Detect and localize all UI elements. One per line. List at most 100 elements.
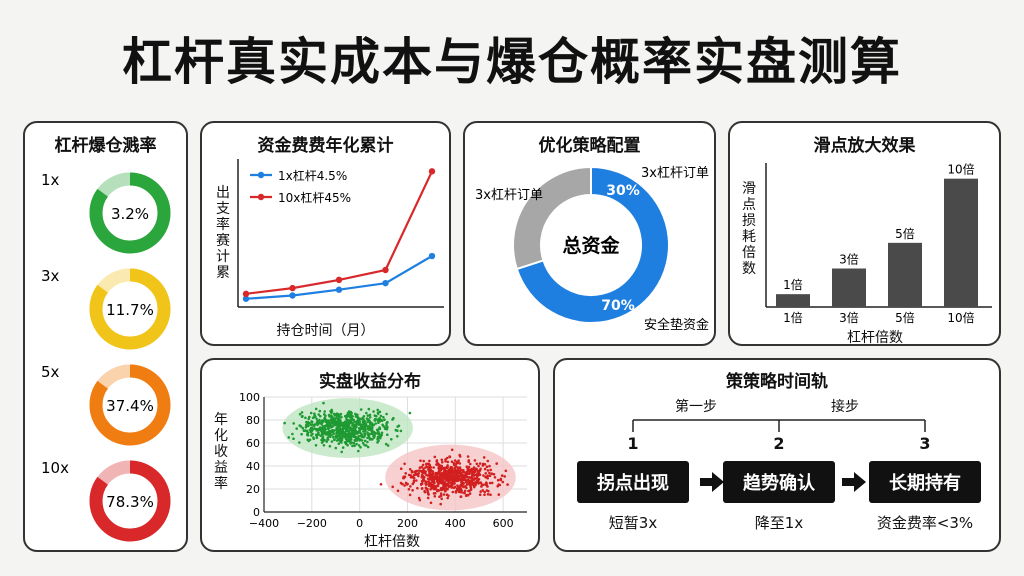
scatter-point	[466, 479, 469, 482]
scatter-point	[344, 421, 347, 424]
scatter-point	[450, 460, 454, 463]
scatter-point	[476, 477, 480, 481]
step-2-box: 趋势确认	[723, 461, 835, 503]
scatter-point	[482, 456, 486, 459]
scatter-point	[428, 471, 432, 474]
scatter-point	[424, 482, 427, 485]
scatter-point	[312, 436, 315, 439]
scatter-point	[315, 417, 318, 421]
series-point	[289, 292, 296, 299]
scatter-point	[441, 476, 444, 480]
scatter-point	[363, 443, 366, 447]
legend-marker	[257, 193, 265, 201]
scatter-point	[347, 419, 351, 422]
scatter-point	[339, 440, 342, 443]
scatter-point	[485, 465, 489, 468]
scatter-point	[438, 479, 442, 482]
scatter-point	[320, 423, 323, 426]
scatter-point	[460, 481, 463, 484]
scatter-point	[378, 427, 381, 430]
scatter-point	[490, 472, 494, 475]
scatter-point	[370, 432, 374, 436]
scatter-point	[486, 476, 490, 480]
scatter-point	[310, 420, 314, 424]
scatter-point	[347, 438, 351, 441]
scatter-point	[446, 464, 449, 467]
scatter-point	[428, 459, 431, 463]
scatter-point	[316, 420, 319, 423]
scatter-point	[446, 496, 449, 500]
scatter-point	[332, 421, 336, 425]
scatter-point	[311, 432, 314, 436]
slice-name-label: 3x杠杆订单	[475, 187, 543, 203]
scatter-point	[440, 481, 443, 485]
scatter-point	[368, 413, 372, 417]
scatter-point	[499, 478, 503, 482]
scatter-point	[322, 444, 326, 447]
scatter-point	[287, 436, 291, 439]
scatter-point	[356, 436, 360, 440]
scatter-point	[345, 423, 348, 426]
scatter-point	[408, 468, 412, 471]
scatter-point	[437, 482, 440, 485]
scatter-point	[483, 490, 487, 494]
scatter-point	[500, 474, 504, 477]
scatter-point	[327, 413, 331, 417]
scatter-point	[473, 459, 477, 462]
scatter-point	[475, 475, 479, 478]
scatter-point	[450, 474, 453, 478]
scatter-point	[441, 460, 444, 464]
scatter-point	[467, 476, 470, 479]
bar-category-label: 5倍	[895, 310, 915, 325]
x-tick-label: −200	[297, 517, 327, 530]
scatter-point	[380, 433, 383, 437]
scatter-point	[416, 472, 420, 476]
scatter-point	[309, 411, 313, 415]
scatter-point	[345, 418, 348, 421]
scatter-point	[312, 424, 316, 428]
scatter-point	[350, 429, 354, 433]
scatter-point	[362, 421, 366, 424]
scatter-point	[326, 436, 330, 439]
scatter-point	[478, 493, 482, 496]
scatter-point	[417, 496, 421, 500]
scatter-point	[447, 470, 451, 473]
scatter-point	[385, 423, 388, 427]
scatter-point	[465, 493, 469, 497]
liquidation-title: 杠杆爆仓溅率	[54, 136, 157, 156]
scatter-point	[375, 414, 378, 418]
scatter-point	[377, 439, 380, 443]
scatter-point	[345, 437, 348, 441]
scatter-point	[342, 423, 345, 426]
scatter-point	[374, 422, 377, 425]
scatter-point	[335, 412, 339, 415]
scatter-point	[329, 425, 332, 429]
scatter-point	[407, 473, 411, 477]
bar	[776, 294, 810, 307]
scatter-point	[304, 429, 308, 433]
scatter-point	[378, 417, 381, 420]
scatter-point	[356, 422, 359, 425]
scatter-point	[384, 442, 388, 446]
scatter-point	[396, 489, 400, 493]
scatter-point	[434, 492, 437, 495]
scatter-point	[419, 459, 422, 462]
scatter-point	[440, 458, 444, 462]
timeline-panel: 策策略时间轨 第一步 接步 1 2 3 拐点出现 趋势确认 长期持有 短暂3x …	[553, 358, 1001, 552]
scatter-point	[366, 418, 369, 421]
scatter-point	[486, 469, 490, 472]
scatter-point	[446, 483, 449, 487]
scatter-point	[295, 427, 298, 430]
scatter-point	[433, 481, 436, 485]
scatter-point	[442, 493, 446, 496]
scatter-point	[485, 481, 488, 484]
scatter-point	[351, 427, 354, 431]
scatter-point	[299, 425, 303, 428]
bar	[832, 268, 866, 307]
scatter-point	[477, 482, 480, 485]
scatter-point	[392, 416, 395, 420]
scatter-point	[378, 419, 382, 423]
scatter-point	[371, 423, 374, 426]
scatter-point	[329, 410, 332, 413]
scatter-point	[386, 433, 389, 436]
